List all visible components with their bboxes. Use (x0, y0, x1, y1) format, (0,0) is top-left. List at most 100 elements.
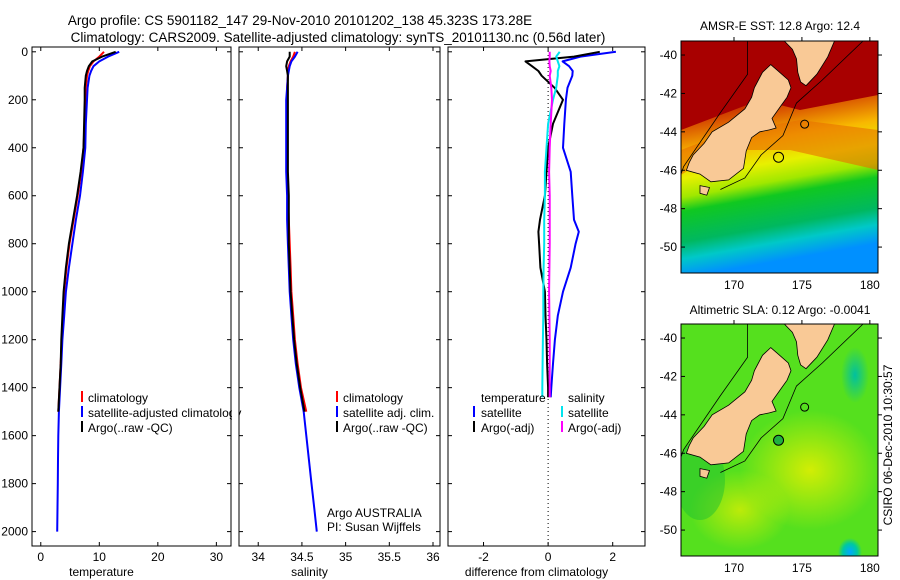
lon-tick-label: 170 (724, 561, 744, 575)
legend-swatch-argo (81, 421, 83, 432)
legend-label: climatology (88, 391, 148, 405)
sla-map-frame (680, 323, 879, 557)
sla-map: Altimetric SLA: 0.12 Argo: -0.0041 -40 -4… (660, 303, 882, 575)
land-stewart-island (699, 468, 711, 479)
lat-tick-label: -50 (660, 240, 678, 254)
series-line-satellite-adj-clim- (285, 51, 318, 532)
series-group (285, 51, 318, 532)
depth-tick-label: 1800 (1, 477, 28, 491)
new-zealand-land (681, 41, 864, 196)
csiro-timestamp: CSIRO 06-Dec-2010 10:30:57 (881, 364, 895, 525)
series-line-salinity-argo-adj- (548, 51, 553, 398)
x-tick-label: 0 (37, 550, 44, 564)
lat-tick-label: -40 (660, 331, 678, 345)
bathymetry-contour (800, 119, 810, 129)
x-tick-label: 34.5 (290, 550, 314, 564)
lon-tick-label: 170 (724, 278, 744, 292)
float-program-label: Argo AUSTRALIA (327, 506, 422, 520)
lon-tick-label: 180 (860, 278, 880, 292)
x-tick-label: -2 (478, 550, 489, 564)
series-line-argo-raw-qc- (285, 51, 306, 412)
land-north-island (783, 41, 835, 87)
legend-label: climatology (343, 391, 403, 405)
sst-map: AMSR-E SST: 12.8 Argo: 12.4 -40 -42 -44 -46… (660, 19, 882, 292)
series-line-climatology (57, 51, 105, 412)
sst-map-title: AMSR-E SST: 12.8 Argo: 12.4 (700, 19, 860, 33)
argo-profile-location-marker (773, 151, 785, 163)
legend-swatch-climatology (81, 391, 83, 402)
sst-map-ticks: -40 -42 -44 -46 -48 -50 170 175 180 (660, 37, 882, 292)
sla-low-patch (838, 538, 862, 556)
lat-tick-label: -44 (660, 408, 678, 422)
depth-tick-label: 400 (8, 141, 28, 155)
x-tick-label: 35.5 (378, 550, 402, 564)
legend-label: Argo(..raw -QC) (343, 421, 428, 435)
depth-tick-label: 200 (8, 93, 28, 107)
sla-map-title: Altimetric SLA: 0.12 Argo: -0.0041 (690, 303, 871, 317)
land-south-island (685, 347, 792, 466)
series-line-temperature-satellite (549, 50, 617, 398)
depth-tick-label: 1000 (1, 285, 28, 299)
lat-tick-label: -50 (660, 523, 678, 537)
lon-tick-label: 175 (792, 561, 812, 575)
bathymetry-contour (800, 402, 810, 412)
legend-swatch-climatology (336, 391, 338, 402)
x-tick-label: 10 (93, 550, 107, 564)
bathymetry-contour (681, 324, 748, 458)
sla-low-patch (841, 347, 869, 403)
land-north-island (783, 324, 835, 370)
bathymetry-contour (720, 324, 864, 473)
legend-swatch-argo (336, 421, 338, 432)
legend-heading-temperature: temperature (481, 391, 546, 405)
land-stewart-island (699, 185, 711, 196)
legend-label: satellite adj. clim. (343, 406, 434, 420)
series-line-salinity-satellite (541, 51, 561, 398)
land-south-island (685, 64, 792, 183)
depth-tick-label: 1400 (1, 381, 28, 395)
legend-swatch-sal-argo (561, 421, 563, 432)
figure-title-line1: Argo profile: CS 5901182_147 29-Nov-2010… (68, 13, 532, 28)
lat-tick-label: -44 (660, 125, 678, 139)
depth-tick-label: 2000 (1, 525, 28, 539)
x-tick-label: 36 (426, 550, 440, 564)
lat-tick-label: -40 (660, 48, 678, 62)
float-pi-label: PI: Susan Wijffels (327, 520, 421, 534)
legend-label: Argo(..raw -QC) (88, 421, 173, 435)
legend-swatch-temp-argo (473, 421, 475, 432)
series-group (524, 50, 617, 398)
lon-tick-label: 180 (860, 561, 880, 575)
depth-tick-label: 600 (8, 189, 28, 203)
legend-label: satellite-adjusted climatology (88, 406, 241, 420)
profile-panels: 0 200 400 600 800 1000 1200 1400 1600 1800 2000 0 10… (1, 45, 646, 579)
series-line-argo-raw-qc- (57, 50, 117, 412)
depth-tick-label: 1600 (1, 429, 28, 443)
depth-tick-label: 1200 (1, 333, 28, 347)
legend-label: satellite (568, 406, 609, 420)
temperature-axes-frame (31, 46, 232, 547)
x-tick-label: 0 (545, 550, 552, 564)
new-zealand-land (681, 324, 864, 479)
depth-tick-label: 800 (8, 237, 28, 251)
bathymetry-contour (720, 41, 864, 190)
lon-tick-label: 175 (792, 278, 812, 292)
legend-label: Argo(-adj) (481, 421, 534, 435)
temperature-legend: climatology satellite-adjusted climatolo… (81, 391, 241, 435)
legend-heading-salinity: salinity (568, 391, 605, 405)
salinity-legend: climatology satellite adj. clim. Argo(..… (327, 391, 434, 534)
difference-axes-frame (447, 46, 646, 547)
x-tick-label: 20 (151, 550, 165, 564)
lat-tick-label: -46 (660, 163, 678, 177)
lat-tick-label: -42 (660, 86, 678, 100)
difference-legend: temperature satellite Argo(-adj) salinit… (473, 391, 621, 435)
x-tick-label: 30 (210, 550, 224, 564)
salinity-panel: 34 34.5 35 35.5 36 salinity (238, 46, 441, 579)
legend-swatch-satellite (336, 406, 338, 417)
series-line-temperature-argo-adj- (524, 50, 600, 398)
sst-map-frame (680, 40, 879, 274)
panel-gap (232, 390, 239, 440)
temperature-panel: 0 200 400 600 800 1000 1200 1400 1600 1800 2000 0 10… (1, 45, 232, 579)
series-line-satellite-adjusted-climatology (56, 50, 120, 532)
x-tick-label: 2 (609, 550, 616, 564)
